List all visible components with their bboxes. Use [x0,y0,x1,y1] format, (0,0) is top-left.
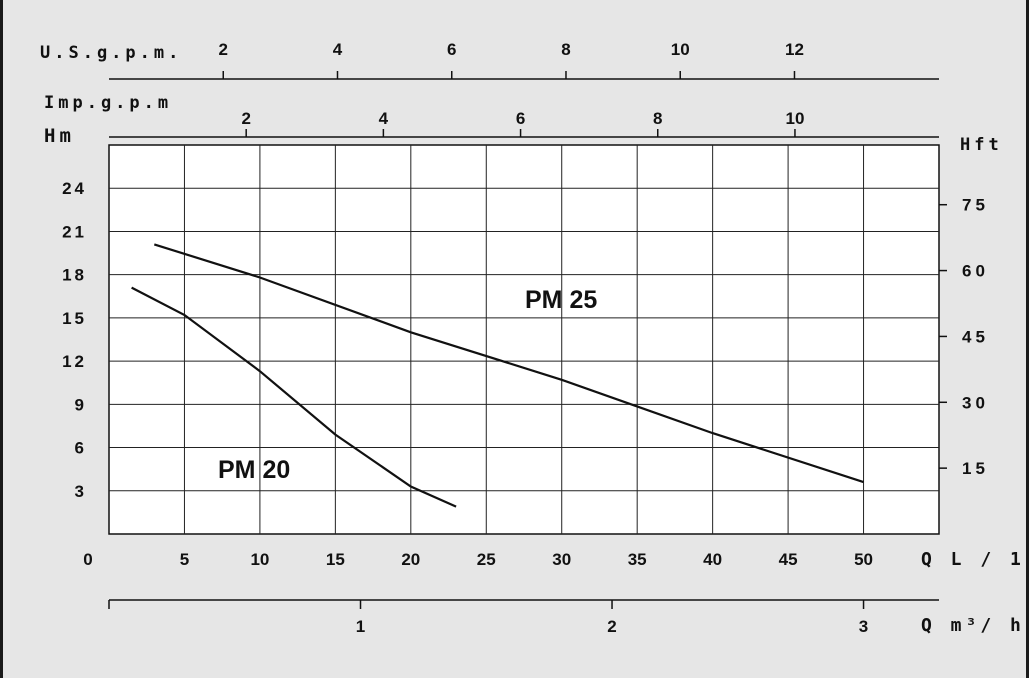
right-tick-label: 45 [962,327,989,346]
top2-tick-label: 4 [379,109,389,128]
bottom-tick-label: 50 [854,550,873,569]
bottom-tick-label: 20 [401,550,420,569]
left-tick-label: 15 [62,309,87,328]
right-axis-label: Hft [960,135,1003,155]
top-tick-label: 4 [333,40,343,59]
bottom-tick-label: 30 [552,550,571,569]
bottom2-tick-label: 2 [607,617,616,636]
bottom-tick-label: 5 [180,550,189,569]
top-tick-label: 10 [671,40,690,59]
top-tick-label: 6 [447,40,456,59]
right-hft-axis: 15 30 45 60 75 [939,196,989,478]
bottom-axis-label: Q L / 1' [921,549,1029,570]
bottom-tick-label: 10 [250,550,269,569]
top2-axis-label: Imp.g.p.m [44,93,172,113]
top2-tick-label: 8 [653,109,662,128]
top-tick-label: 12 [785,40,804,59]
left-tick-label: 6 [75,439,87,458]
left-tick-label: 18 [62,266,87,285]
top-tick-label: 8 [561,40,570,59]
bottom2-axis-label: Q m³/ h [921,615,1025,636]
bottom2-tick-label: 3 [859,617,868,636]
top-axis-label: U.S.g.p.m. [40,43,182,63]
bottom-tick-label: 40 [703,550,722,569]
left-tick-label: 9 [75,395,87,414]
top2-tick-label: 6 [516,109,525,128]
left-tick-label: 12 [62,352,87,371]
right-tick-label: 15 [962,459,989,478]
series-label-pm25: PM 25 [525,286,597,314]
right-tick-label: 75 [962,196,989,215]
top-tick-label: 2 [219,40,228,59]
series-label-pm20: PM 20 [218,456,290,484]
left-tick-label: 24 [62,179,87,198]
left-tick-label: 21 [62,222,87,241]
left-axis-label: Hm [44,125,75,147]
bottom-tick-label: 45 [779,550,798,569]
left-tick-label: 3 [75,482,87,501]
right-tick-label: 30 [962,393,989,412]
origin-tick-label: 0 [83,550,92,569]
top-imp-gpm-axis: 2 4 6 8 10 [109,109,939,137]
right-tick-label: 60 [962,262,989,281]
top2-tick-label: 10 [785,109,804,128]
bottom-tick-label: 25 [477,550,496,569]
bottom-tick-label: 35 [628,550,647,569]
left-hm-axis: 3 6 9 12 15 18 21 24 [62,179,87,501]
bottom-tick-label: 15 [326,550,345,569]
top2-tick-label: 2 [241,109,250,128]
bottom2-tick-label: 1 [356,617,365,636]
top-us-gpm-axis: 2 4 6 8 10 12 [109,40,939,79]
bottom-flow-axis: 5 10 15 20 25 30 35 40 45 50 [180,550,873,569]
bottom-m3h-axis: 1 2 3 [109,600,939,636]
